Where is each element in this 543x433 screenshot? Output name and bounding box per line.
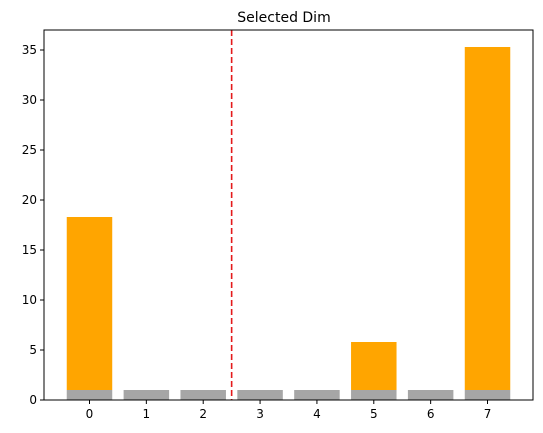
- bar-5-segment-1: [351, 342, 397, 390]
- plot-frame: [43, 29, 534, 401]
- y-tick-label-30: 30: [22, 93, 37, 107]
- y-tick-label-0: 0: [29, 393, 37, 407]
- x-tick-label-0: 0: [86, 407, 94, 421]
- bar-1-segment-0: [123, 390, 170, 400]
- bar-5-segment-0: [351, 390, 397, 400]
- y-tick-label-5: 5: [29, 343, 37, 357]
- x-tick-label-2: 2: [199, 407, 207, 421]
- y-tick-label-15: 15: [22, 243, 37, 257]
- bar-2-segment-0: [180, 390, 226, 400]
- x-axis: 0 1 2 3 4 5 6 7: [86, 400, 492, 421]
- chart-title: Selected Dim: [237, 10, 330, 26]
- bar-7-segment-0: [464, 390, 511, 400]
- y-tick-label-20: 20: [22, 193, 37, 207]
- y-axis: 0 5 10 15 20 25 30 35: [22, 43, 44, 407]
- bar-0-segment-0: [66, 390, 113, 400]
- bar-6-segment-0: [407, 390, 454, 400]
- bar-4-segment-0: [294, 390, 340, 400]
- bar-7-segment-1: [464, 47, 511, 390]
- x-tick-label-7: 7: [484, 407, 492, 421]
- y-tick-label-35: 35: [22, 43, 37, 57]
- bar-3-segment-0: [237, 390, 283, 400]
- bars-layer: [66, 47, 511, 400]
- x-tick-label-4: 4: [313, 407, 321, 421]
- x-tick-label-5: 5: [370, 407, 378, 421]
- y-tick-label-10: 10: [22, 293, 37, 307]
- y-tick-label-25: 25: [22, 143, 37, 157]
- x-tick-label-3: 3: [256, 407, 264, 421]
- x-tick-label-6: 6: [427, 407, 435, 421]
- bar-0-segment-1: [66, 217, 113, 390]
- x-tick-label-1: 1: [143, 407, 151, 421]
